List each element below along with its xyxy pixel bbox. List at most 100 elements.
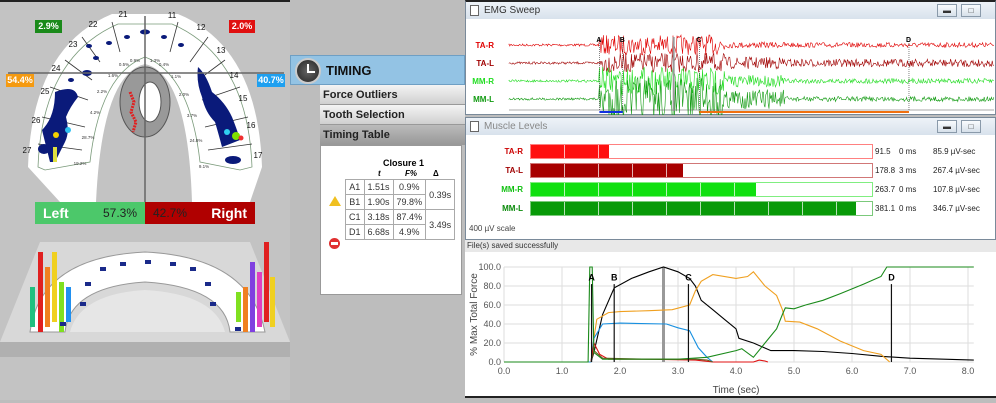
muscle-level-fill [531,201,856,215]
row-time: 1.51s [363,179,394,195]
tooth-percent: 24.8% [190,138,203,143]
scale-label: 400 µV scale [469,224,516,233]
tooth-number: 25 [41,87,50,96]
x-tick-label: 0.0 [498,366,511,376]
contact-marker [80,302,86,306]
tooth-number: 16 [247,121,256,130]
muscle-level-bar [530,162,873,178]
tooth-percent: 19.2% [74,161,87,166]
emg-trace [508,76,995,121]
left-percent: 57.3% [102,206,137,220]
x-tick-label: 6.0 [846,366,859,376]
emg-channel-label: MM-R [472,77,494,86]
muscle-integral: 85.9 µV-sec [933,146,976,156]
maximize-button[interactable]: □ [961,4,981,17]
warning-icon [329,196,341,206]
section-timing-table[interactable]: Timing Table [320,125,465,145]
minimize-button[interactable]: ▬ [937,4,957,17]
emg-trace [508,66,994,95]
row-force: 79.8% [392,194,427,210]
force-bar-3d [59,282,64,332]
force-bar-3d [38,252,43,332]
timing-header[interactable]: TIMING [290,55,465,85]
emg-trace [508,52,994,73]
emg-cursor[interactable] [672,37,675,111]
table-row: C1 3.18s 87.4% 3.49s [345,209,456,240]
tooth-percent: 1.6% [108,73,118,78]
contact-marker [120,262,126,266]
muscle-level-fill [531,182,756,196]
tooth-number: 12 [197,23,206,32]
quadrant-right-posterior-percent: 40.7% [257,74,285,87]
muscle-row: TA-L 178.8 3 ms 267.4 µV-sec [466,162,996,178]
contact-marker [205,282,211,286]
tooth-number: 26 [32,116,41,125]
muscle-label: TA-R [504,146,523,156]
x-tick-label: 2.0 [614,366,627,376]
dental-arch-map[interactable]: 21 11 22 12 23 13 24 14 25 15 26 16 27 17 0.9%0.5% 1.3… [0,2,290,232]
muscle-level-bar [530,181,873,197]
force-bar-3d [250,262,255,332]
time-cursor[interactable] [662,267,665,362]
header-delta: Δ [433,169,439,178]
occlusion-panel: 21 11 22 12 23 13 24 14 25 15 26 16 27 17 0.9% 0.5% 1.3… [0,0,290,400]
y-tick-label: 80.0 [483,281,501,291]
y-axis-label: % Max Total Force [469,273,480,356]
force-bar-3d [236,292,241,322]
maximize-button[interactable]: □ [961,120,981,133]
marker-label: C [685,272,692,282]
left-force-bar: Left 57.3% [35,202,145,224]
tooth-percent: 28.7% [82,135,95,140]
section-tooth-selection[interactable]: Tooth Selection [320,105,465,125]
minimize-button[interactable]: ▬ [937,120,957,133]
muscle-label: MM-R [501,184,523,194]
timing-table-panel: Closure 1 t F% Δ A1 1.51s 0.9% 0.39s B1 1.90… [320,145,462,295]
y-tick-label: 60.0 [483,300,501,310]
document-icon [470,5,479,16]
emg-title-bar[interactable]: EMG Sweep ▬ □ [466,2,995,19]
x-tick-label: 1.0 [556,366,569,376]
tooth-percent: 0.4% [159,62,169,67]
emg-channel-label: MM-L [473,95,494,104]
3d-force-view[interactable] [0,232,290,402]
emg-marker-label: B [620,37,625,44]
marker-label: D [888,272,895,282]
muscle-delay: 3 ms [899,165,917,175]
x-tick-label: 7.0 [904,366,917,376]
muscle-level-fill [531,163,684,177]
row-force: 0.9% [392,179,427,195]
row-id: B1 [345,194,365,210]
row-time: 3.18s [363,209,394,225]
row-time: 6.68s [363,224,394,240]
force-bar-3d [264,242,269,322]
table-row: B1 1.90s 79.8% [345,194,455,210]
tooth-percent: 2.0% [179,92,189,97]
document-icon [470,121,479,132]
header-t: t [378,169,381,178]
contact-marker [235,327,241,331]
muscle-row: TA-R 91.5 0 ms 85.9 µV-sec [466,143,996,159]
emg-traces[interactable]: TA-R TA-L MM-R MM-L A B C D [466,19,996,121]
timing-table: A1 1.51s 0.9% 0.39s B1 1.90s 79.8% C1 3.18s 87.… [345,179,456,240]
contact-marker [190,267,196,271]
timing-title: TIMING [326,62,372,78]
muscle-level-bar [530,143,873,159]
force-chart[interactable]: 0.0 1.0 2.0 3.0 4.0 5.0 6.0 7.0 8.0 0.0 20.0 40.0 60… [465,252,996,398]
section-force-outliers[interactable]: Force Outliers [320,85,465,105]
emg-channel-label: TA-R [475,41,494,50]
x-tick-label: 3.0 [672,366,685,376]
y-tick-label: 0.0 [488,357,501,367]
force-bar-3d [45,267,50,327]
muscle-level-bar [530,200,873,216]
muscle-title-bar[interactable]: Muscle Levels ▬ □ [466,118,995,135]
muscle-level-fill [531,144,609,158]
marker-label: B [611,272,618,282]
row-force: 4.9% [392,224,427,240]
table-row: A1 1.51s 0.9% 0.39s [345,179,456,210]
contact-marker [60,322,66,326]
right-force-bar: 42.7% Right [145,202,255,224]
row-force: 87.4% [392,209,427,225]
timing-panel: TIMING Force Outliers Tooth Selection Ti… [290,55,465,295]
quadrant-left-posterior-percent: 54.4% [6,74,34,87]
emg-marker-label: D [906,37,911,44]
